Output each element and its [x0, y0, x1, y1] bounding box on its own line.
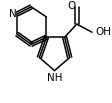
Text: OH: OH	[94, 27, 110, 37]
Text: N: N	[9, 9, 17, 19]
Text: NH: NH	[46, 73, 62, 83]
Text: O: O	[67, 1, 75, 11]
